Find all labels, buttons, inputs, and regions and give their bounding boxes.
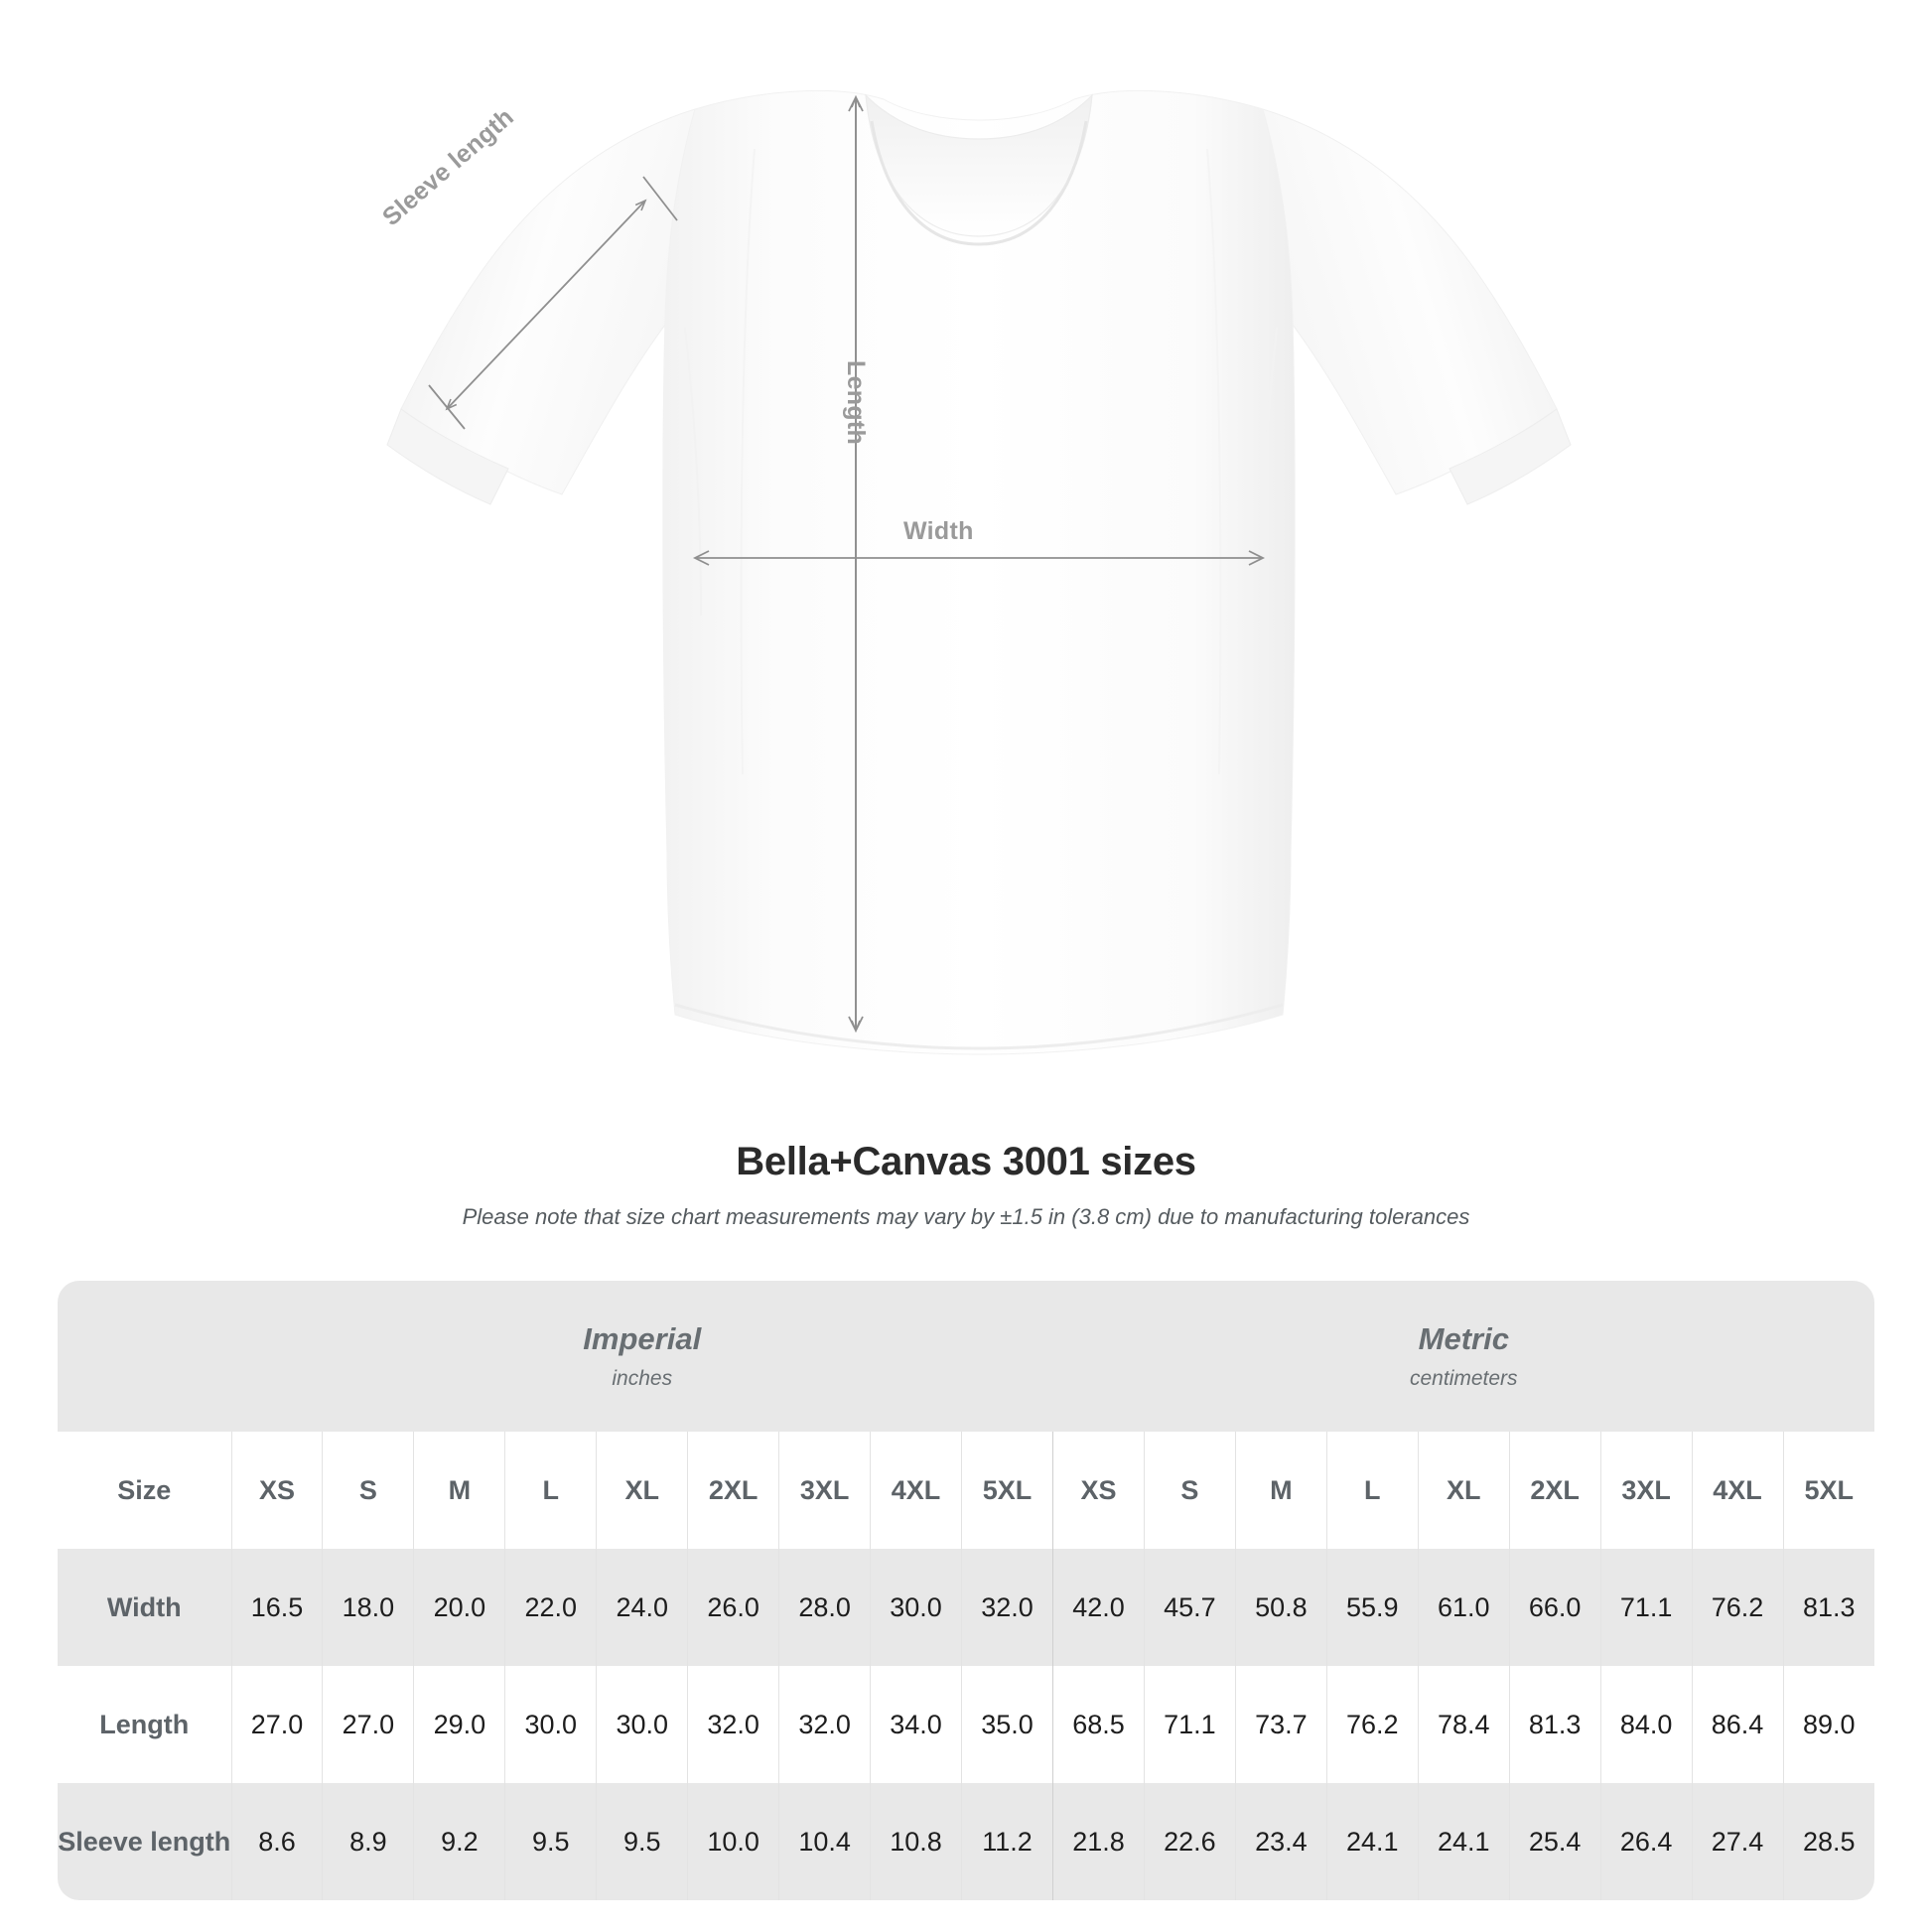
- cell-width-metric-s: 45.7: [1143, 1549, 1236, 1666]
- size-header-metric-s: S: [1143, 1432, 1236, 1549]
- cell-length-imperial-3xl: 32.0: [778, 1666, 871, 1783]
- size-header-imperial-m: M: [413, 1432, 505, 1549]
- tolerance-note: Please note that size chart measurements…: [462, 1204, 1470, 1229]
- size-header-metric-xs: XS: [1052, 1432, 1145, 1549]
- metric-system-cell: Metric centimeters: [1052, 1281, 1874, 1432]
- cell-width-metric-xl: 61.0: [1417, 1549, 1510, 1666]
- cell-width-metric-3xl: 71.1: [1599, 1549, 1693, 1666]
- cell-width-imperial-xl: 24.0: [596, 1549, 688, 1666]
- size-header-label: Size: [58, 1432, 231, 1549]
- cell-width-metric-l: 55.9: [1325, 1549, 1419, 1666]
- table-row-sleeve-length: Sleeve length 8.6 8.9 9.2 9.5 9.5 10.0 1…: [58, 1783, 1874, 1900]
- row-label-width: Width: [58, 1549, 231, 1666]
- cell-sleeve-metric-s: 22.6: [1143, 1783, 1236, 1900]
- cell-length-metric-2xl: 81.3: [1508, 1666, 1601, 1783]
- unit-system-header-row: Imperial inches Metric centimeters: [58, 1281, 1874, 1432]
- unit-spacer-cell: [58, 1281, 231, 1432]
- cell-width-metric-5xl: 81.3: [1782, 1549, 1874, 1666]
- cell-length-imperial-l: 30.0: [504, 1666, 597, 1783]
- cell-width-imperial-m: 20.0: [413, 1549, 505, 1666]
- cell-sleeve-imperial-2xl: 10.0: [687, 1783, 779, 1900]
- imperial-system-cell: Imperial inches: [231, 1281, 1053, 1432]
- cell-sleeve-metric-xl: 24.1: [1417, 1783, 1510, 1900]
- cell-width-imperial-xs: 16.5: [230, 1549, 323, 1666]
- cell-width-imperial-4xl: 30.0: [870, 1549, 962, 1666]
- cell-length-imperial-xl: 30.0: [596, 1666, 688, 1783]
- size-header-metric-xl: XL: [1417, 1432, 1510, 1549]
- cell-length-imperial-2xl: 32.0: [687, 1666, 779, 1783]
- size-header-imperial-2xl: 2XL: [687, 1432, 779, 1549]
- cell-length-metric-3xl: 84.0: [1599, 1666, 1693, 1783]
- cell-sleeve-metric-3xl: 26.4: [1599, 1783, 1693, 1900]
- size-header-metric-5xl: 5XL: [1782, 1432, 1874, 1549]
- cell-length-metric-l: 76.2: [1325, 1666, 1419, 1783]
- size-header-metric-l: L: [1325, 1432, 1419, 1549]
- cell-sleeve-imperial-5xl: 11.2: [961, 1783, 1053, 1900]
- size-header-metric-m: M: [1234, 1432, 1327, 1549]
- row-label-length: Length: [58, 1666, 231, 1783]
- imperial-system-unit: inches: [612, 1366, 673, 1390]
- cell-width-metric-m: 50.8: [1234, 1549, 1327, 1666]
- cell-sleeve-metric-xs: 21.8: [1052, 1783, 1145, 1900]
- title-block: Bella+Canvas 3001 sizes Please note that…: [0, 1140, 1932, 1230]
- cell-width-imperial-5xl: 32.0: [961, 1549, 1053, 1666]
- cell-sleeve-imperial-s: 8.9: [322, 1783, 414, 1900]
- cell-width-imperial-3xl: 28.0: [778, 1549, 871, 1666]
- page-title: Bella+Canvas 3001 sizes: [736, 1140, 1196, 1183]
- row-label-sleeve-length: Sleeve length: [58, 1783, 231, 1900]
- cell-width-imperial-s: 18.0: [322, 1549, 414, 1666]
- size-chart-table: Imperial inches Metric centimeters Size …: [58, 1281, 1874, 1900]
- cell-length-metric-xs: 68.5: [1052, 1666, 1145, 1783]
- table-row-width: Width 16.5 18.0 20.0 22.0 24.0 26.0 28.0…: [58, 1549, 1874, 1666]
- cell-sleeve-imperial-4xl: 10.8: [870, 1783, 962, 1900]
- cell-sleeve-metric-4xl: 27.4: [1691, 1783, 1783, 1900]
- size-header-imperial-5xl: 5XL: [961, 1432, 1053, 1549]
- cell-length-imperial-5xl: 35.0: [961, 1666, 1053, 1783]
- cell-length-metric-s: 71.1: [1143, 1666, 1236, 1783]
- size-header-metric-3xl: 3XL: [1599, 1432, 1693, 1549]
- metric-system-name: Metric: [1418, 1321, 1509, 1357]
- table-row-length: Length 27.0 27.0 29.0 30.0 30.0 32.0 32.…: [58, 1666, 1874, 1783]
- size-header-imperial-3xl: 3XL: [778, 1432, 871, 1549]
- cell-sleeve-imperial-xs: 8.6: [230, 1783, 323, 1900]
- cell-length-metric-5xl: 89.0: [1782, 1666, 1874, 1783]
- size-header-imperial-s: S: [322, 1432, 414, 1549]
- cell-length-metric-xl: 78.4: [1417, 1666, 1510, 1783]
- cell-width-metric-4xl: 76.2: [1691, 1549, 1783, 1666]
- tshirt-illustration: [386, 89, 1572, 1055]
- size-header-row: Size XS S M L XL 2XL 3XL 4XL 5XL XS S M …: [58, 1432, 1874, 1549]
- cell-length-metric-4xl: 86.4: [1691, 1666, 1783, 1783]
- size-header-imperial-xs: XS: [230, 1432, 323, 1549]
- size-chart-table-container: Imperial inches Metric centimeters Size …: [58, 1281, 1874, 1900]
- cell-width-imperial-2xl: 26.0: [687, 1549, 779, 1666]
- cell-sleeve-metric-2xl: 25.4: [1508, 1783, 1601, 1900]
- size-header-imperial-l: L: [504, 1432, 597, 1549]
- size-header-imperial-xl: XL: [596, 1432, 688, 1549]
- cell-sleeve-metric-5xl: 28.5: [1782, 1783, 1874, 1900]
- width-label: Width: [903, 517, 974, 545]
- metric-system-unit: centimeters: [1410, 1366, 1518, 1390]
- cell-sleeve-metric-l: 24.1: [1325, 1783, 1419, 1900]
- size-header-metric-2xl: 2XL: [1508, 1432, 1601, 1549]
- cell-sleeve-imperial-m: 9.2: [413, 1783, 505, 1900]
- cell-width-metric-2xl: 66.0: [1508, 1549, 1601, 1666]
- size-header-metric-4xl: 4XL: [1691, 1432, 1783, 1549]
- cell-length-imperial-m: 29.0: [413, 1666, 505, 1783]
- cell-sleeve-imperial-xl: 9.5: [596, 1783, 688, 1900]
- cell-length-imperial-4xl: 34.0: [870, 1666, 962, 1783]
- cell-length-imperial-s: 27.0: [322, 1666, 414, 1783]
- length-label: Length: [842, 360, 870, 446]
- cell-width-imperial-l: 22.0: [504, 1549, 597, 1666]
- size-header-imperial-4xl: 4XL: [870, 1432, 962, 1549]
- cell-width-metric-xs: 42.0: [1052, 1549, 1145, 1666]
- tshirt-measurement-diagram: Sleeve length Length Width: [377, 89, 1572, 1055]
- cell-sleeve-imperial-3xl: 10.4: [778, 1783, 871, 1900]
- sleeve-length-dimension: [428, 176, 678, 430]
- cell-sleeve-imperial-l: 9.5: [504, 1783, 597, 1900]
- imperial-system-name: Imperial: [583, 1321, 702, 1357]
- cell-length-imperial-xs: 27.0: [230, 1666, 323, 1783]
- cell-length-metric-m: 73.7: [1234, 1666, 1327, 1783]
- cell-sleeve-metric-m: 23.4: [1234, 1783, 1327, 1900]
